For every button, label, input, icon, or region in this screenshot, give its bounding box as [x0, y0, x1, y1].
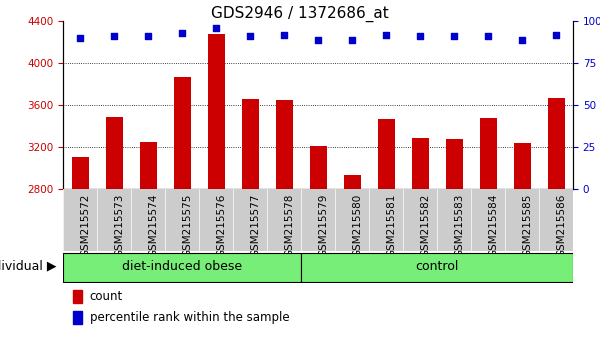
Bar — [377, 119, 395, 189]
Text: GSM215576: GSM215576 — [216, 194, 226, 257]
Bar — [173, 77, 191, 189]
Text: GSM215582: GSM215582 — [420, 194, 430, 257]
Bar — [241, 99, 259, 189]
Bar — [548, 98, 565, 189]
Bar — [73, 290, 82, 303]
Point — [313, 37, 323, 42]
Text: count: count — [89, 290, 123, 303]
Text: GSM215581: GSM215581 — [386, 194, 396, 257]
Bar — [412, 138, 428, 189]
Bar — [310, 146, 326, 189]
Text: diet-induced obese: diet-induced obese — [122, 260, 242, 273]
Text: GSM215577: GSM215577 — [250, 194, 260, 257]
Bar — [445, 139, 463, 189]
Point — [415, 34, 425, 39]
Text: individual ▶: individual ▶ — [0, 259, 57, 272]
Text: GSM215583: GSM215583 — [454, 194, 464, 257]
Text: GSM215573: GSM215573 — [114, 194, 124, 257]
Bar — [514, 143, 530, 189]
Bar — [106, 117, 122, 189]
Bar — [139, 142, 157, 189]
Bar — [73, 311, 82, 324]
Bar — [343, 175, 361, 189]
Bar — [479, 118, 497, 189]
Text: control: control — [415, 260, 458, 273]
Text: percentile rank within the sample: percentile rank within the sample — [89, 311, 289, 324]
Point — [211, 25, 221, 31]
Bar — [208, 34, 224, 189]
FancyBboxPatch shape — [63, 253, 301, 282]
Text: GSM215580: GSM215580 — [352, 194, 362, 257]
Point — [483, 34, 493, 39]
Point — [75, 35, 85, 41]
Text: GSM215578: GSM215578 — [284, 194, 294, 257]
Point — [551, 32, 561, 38]
Text: GSM215572: GSM215572 — [80, 194, 90, 257]
Text: GSM215586: GSM215586 — [556, 194, 566, 257]
Point — [143, 34, 153, 39]
Text: GSM215579: GSM215579 — [318, 194, 328, 257]
Point — [347, 37, 357, 42]
Text: GSM215584: GSM215584 — [488, 194, 498, 257]
Text: GSM215575: GSM215575 — [182, 194, 192, 257]
Point — [177, 30, 187, 36]
Point — [279, 32, 289, 38]
Text: GSM215574: GSM215574 — [148, 194, 158, 257]
FancyBboxPatch shape — [301, 253, 573, 282]
Bar — [275, 100, 293, 189]
Text: GDS2946 / 1372686_at: GDS2946 / 1372686_at — [211, 5, 389, 22]
Bar — [71, 157, 89, 189]
Text: GSM215585: GSM215585 — [522, 194, 532, 257]
Point — [245, 34, 255, 39]
Point — [109, 34, 119, 39]
Point — [517, 37, 527, 42]
Point — [449, 34, 459, 39]
Point — [381, 32, 391, 38]
